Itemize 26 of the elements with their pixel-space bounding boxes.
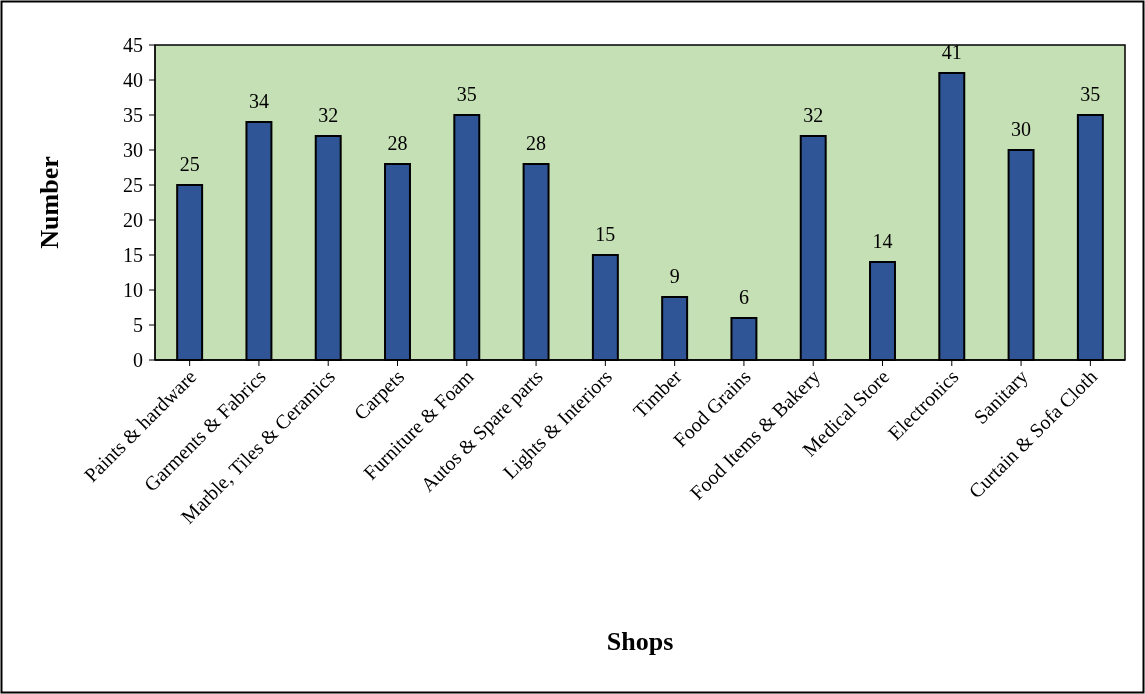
y-tick-label: 30 [123,139,143,161]
data-label: 15 [595,223,616,245]
data-label: 25 [179,153,200,175]
y-tick-label: 20 [123,209,143,231]
data-label: 41 [941,41,962,63]
data-label: 30 [1011,118,1032,140]
data-label: 28 [526,132,547,154]
data-label: 35 [456,83,477,105]
data-label: 9 [669,265,680,287]
y-tick-label: 40 [123,69,143,91]
data-label: 14 [872,230,893,252]
x-axis-title: Shops [606,627,674,656]
y-tick-label: 0 [133,349,143,371]
data-label: 35 [1080,83,1101,105]
data-label: 32 [803,104,824,126]
y-tick-label: 10 [123,279,143,301]
data-label: 28 [387,132,408,154]
y-tick-label: 5 [133,314,143,336]
y-tick-label: 25 [123,174,143,196]
data-label: 34 [248,90,269,112]
data-label: 32 [318,104,339,126]
y-tick-label: 15 [123,244,143,266]
y-axis-title: Number [35,156,64,249]
y-tick-label: 35 [123,104,143,126]
data-label: 6 [738,286,749,308]
y-tick-label: 45 [123,34,143,56]
